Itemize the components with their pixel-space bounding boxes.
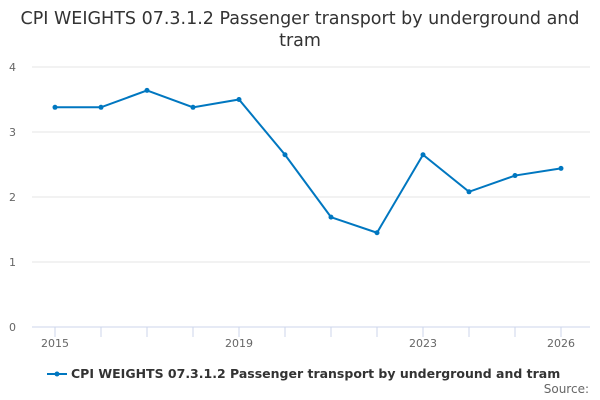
y-tick-label: 4 — [9, 61, 16, 74]
data-point — [144, 87, 150, 93]
x-tick-label: 2019 — [225, 337, 253, 350]
data-point — [190, 104, 196, 110]
y-tick-label: 0 — [9, 321, 16, 334]
data-point — [558, 165, 564, 171]
data-point — [466, 189, 472, 195]
x-tick-label: 2015 — [41, 337, 69, 350]
y-tick-label: 2 — [9, 191, 16, 204]
y-tick-label: 3 — [9, 126, 16, 139]
series-line — [55, 89, 562, 234]
data-point — [420, 152, 426, 158]
x-tick-label: 2023 — [409, 337, 437, 350]
x-tick-label: 2026 — [547, 337, 575, 350]
data-point — [374, 230, 380, 236]
legend-line-marker-icon — [47, 371, 67, 376]
data-point — [328, 214, 334, 220]
chart-title: CPI WEIGHTS 07.3.1.2 Passenger transport… — [20, 9, 580, 51]
y-tick-label: 1 — [9, 256, 16, 269]
data-point — [98, 104, 104, 110]
data-point — [282, 152, 288, 158]
legend[interactable]: CPI WEIGHTS 07.3.1.2 Passenger transport… — [47, 366, 560, 381]
data-point — [236, 97, 242, 102]
source-label: Source: — [543, 382, 589, 396]
data-point — [52, 104, 58, 110]
data-point — [512, 173, 518, 179]
legend-label: CPI WEIGHTS 07.3.1.2 Passenger transport… — [71, 366, 561, 381]
